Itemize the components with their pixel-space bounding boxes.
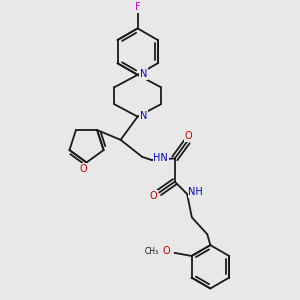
Text: CH₃: CH₃ bbox=[144, 247, 158, 256]
Text: F: F bbox=[135, 2, 140, 12]
Text: O: O bbox=[150, 190, 158, 201]
Text: HN: HN bbox=[154, 152, 168, 163]
Text: O: O bbox=[185, 131, 193, 141]
Text: NH: NH bbox=[188, 188, 203, 197]
Text: O: O bbox=[80, 164, 87, 174]
Text: N: N bbox=[140, 111, 147, 121]
Text: N: N bbox=[140, 69, 147, 79]
Text: O: O bbox=[162, 246, 170, 256]
